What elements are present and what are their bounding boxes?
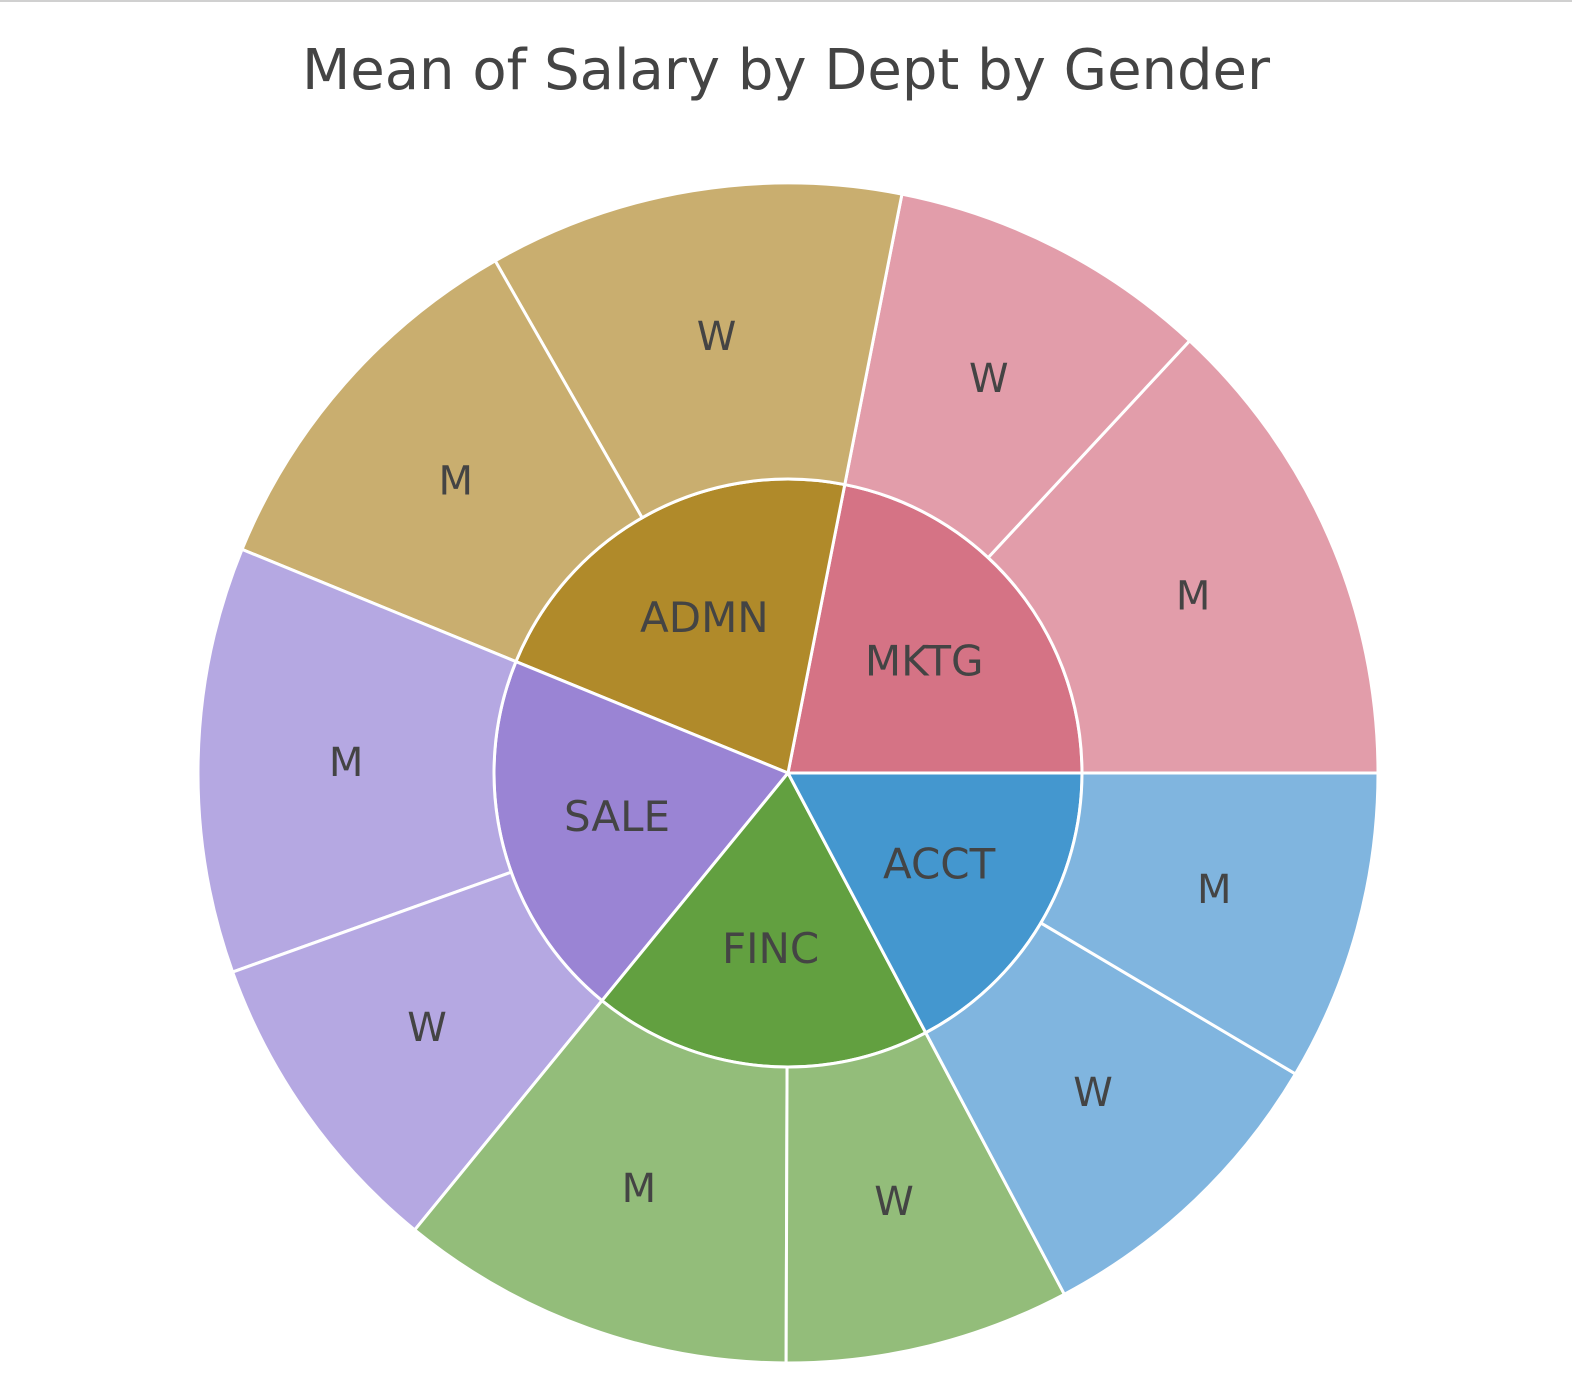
segment-labels: MKTG M W ADMN W M SALE M W FINC M W ACCT W M	[329, 314, 1232, 1225]
sector-acct-m[interactable]	[1038, 771, 1380, 1077]
sector-mktg-w[interactable]	[843, 192, 1192, 560]
label-acct: ACCT	[883, 839, 996, 888]
label-finc-m: M	[622, 1166, 657, 1212]
label-finc-w: W	[874, 1179, 914, 1225]
label-sale-w: W	[407, 1005, 447, 1051]
top-border	[0, 0, 1572, 2]
label-admn-w: W	[697, 314, 737, 360]
label-mktg-m: M	[1176, 573, 1211, 619]
sector-admn-w[interactable]	[493, 181, 904, 520]
sector-sale-m[interactable]	[196, 547, 518, 974]
inner-ring	[492, 477, 1084, 1069]
label-mktg-w: W	[969, 356, 1009, 402]
outer-ring	[196, 181, 1380, 1365]
label-acct-w: W	[1073, 1070, 1113, 1116]
label-admn: ADMN	[640, 593, 769, 642]
sector-admn-m[interactable]	[240, 258, 645, 664]
sector-finc-m[interactable]	[412, 998, 789, 1365]
label-mktg: MKTG	[865, 636, 984, 685]
label-sale-m: M	[329, 740, 364, 786]
label-sale: SALE	[564, 792, 670, 841]
chart-title: Mean of Salary by Dept by Gender	[301, 38, 1271, 103]
label-acct-m: M	[1197, 867, 1232, 913]
sector-mktg-m[interactable]	[986, 338, 1380, 775]
label-admn-m: M	[438, 459, 473, 505]
label-finc: FINC	[722, 924, 819, 973]
